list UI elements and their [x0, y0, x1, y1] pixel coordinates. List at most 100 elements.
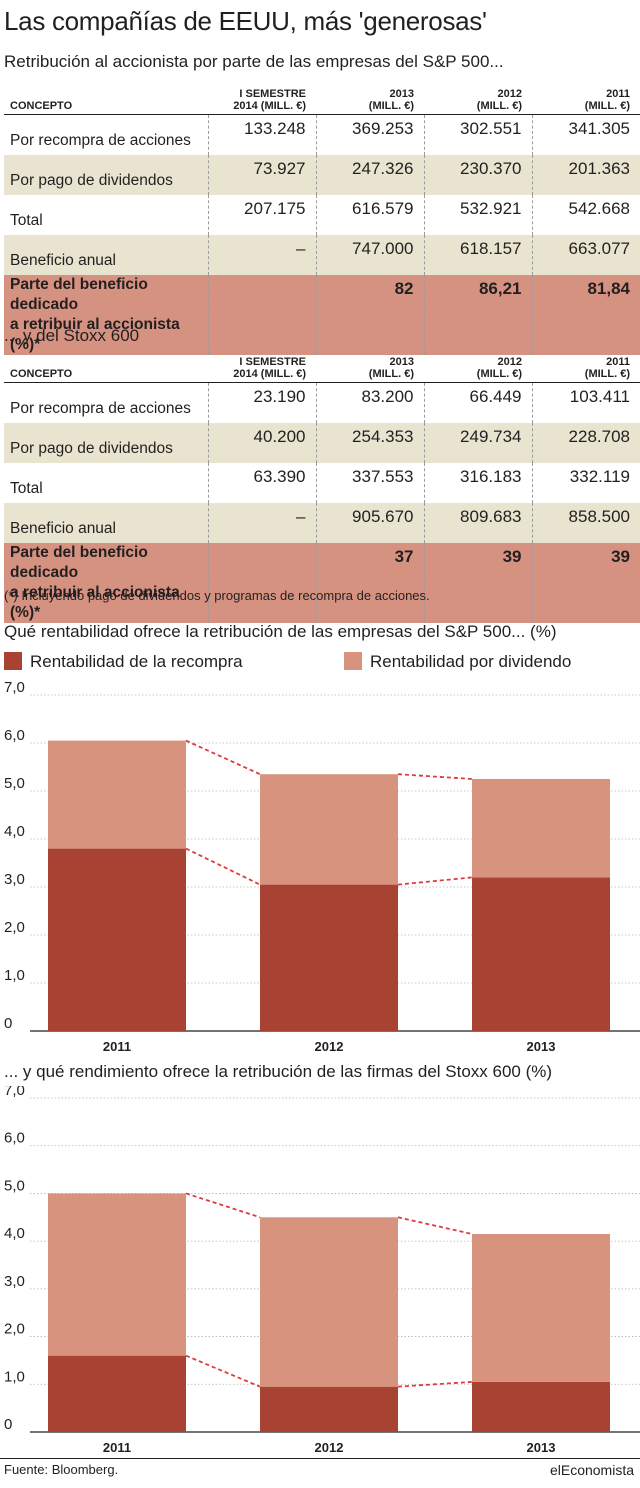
table-row: Beneficio anual – 905.670 809.683 858.50… — [4, 503, 640, 543]
table-cell: 369.253 — [315, 114, 424, 155]
column-header: CONCEPTO — [4, 352, 208, 383]
table-cell — [207, 543, 316, 623]
table-cell: 201.363 — [531, 155, 640, 195]
bar-buyback — [48, 848, 186, 1031]
chart-title: Qué rentabilidad ofrece la retribución d… — [4, 622, 557, 641]
table-cell: 858.500 — [531, 503, 640, 543]
y-tick-label: 3,0 — [4, 1273, 25, 1290]
x-tick-label: 2012 — [315, 1039, 344, 1054]
table-cell: 39 — [531, 543, 640, 623]
table-row-highlight: Parte del beneficio dedicado a retribuir … — [4, 275, 640, 355]
y-tick-label: 7,0 — [4, 680, 25, 696]
table-cell: 228.708 — [531, 423, 640, 463]
row-label: Por pago de dividendos — [4, 155, 208, 195]
table-cell: 542.668 — [531, 195, 640, 235]
table-row: Por pago de dividendos 73.927 247.326 23… — [4, 155, 640, 195]
table-cell: 316.183 — [423, 463, 532, 503]
table-cell: 103.411 — [531, 382, 640, 423]
table-row: Por recompra de acciones 23.190 83.200 6… — [4, 382, 640, 423]
row-label: Parte del beneficio dedicado a retribuir … — [4, 543, 208, 623]
y-tick-label: 7,0 — [4, 1086, 25, 1099]
table-row: Total 207.175 616.579 532.921 542.668 — [4, 195, 640, 235]
table-cell: 337.553 — [315, 463, 424, 503]
table-cell: 82 — [315, 275, 424, 355]
table-row: Total 63.390 337.553 316.183 332.119 — [4, 463, 640, 503]
footer-divider — [0, 1458, 640, 1459]
column-header: 2012 (MILL. €) — [424, 84, 532, 115]
connector-line — [185, 1192, 261, 1219]
bar-dividend — [48, 740, 186, 849]
column-header: 2011 (MILL. €) — [532, 84, 640, 115]
connector-line — [397, 773, 473, 780]
column-header: I SEMESTRE 2014 (MILL. €) — [208, 352, 316, 383]
table-cell: – — [207, 503, 316, 543]
table-cell: 616.579 — [315, 195, 424, 235]
connector-line — [397, 1216, 473, 1235]
table-row: Beneficio anual – 747.000 618.157 663.07… — [4, 235, 640, 275]
y-tick-label: 6,0 — [4, 1130, 25, 1147]
y-tick-label: 0 — [4, 1015, 12, 1032]
brand-logo: elEconomista — [549, 1462, 634, 1478]
column-header: I SEMESTRE 2014 (MILL. €) — [208, 84, 316, 115]
table-cell: 37 — [315, 543, 424, 623]
y-tick-label: 2,0 — [4, 919, 25, 936]
table-row: Por pago de dividendos 40.200 254.353 24… — [4, 423, 640, 463]
table-cell: 247.326 — [315, 155, 424, 195]
column-header: 2011 (MILL. €) — [532, 352, 640, 383]
row-label: Total — [10, 212, 43, 229]
row-label: Parte del beneficio dedicado a retribuir … — [4, 275, 208, 355]
bar-buyback — [472, 877, 610, 1031]
bar-buyback — [260, 884, 398, 1031]
column-header: 2013 (MILL. €) — [316, 84, 424, 115]
footnote: (*) Incluyendo pago de dividendos y prog… — [4, 588, 430, 603]
connector-line — [185, 1354, 261, 1388]
table-cell: 618.157 — [423, 235, 532, 275]
table-cell: 66.449 — [423, 382, 532, 423]
legend-item-dividend: Rentabilidad por dividendo — [344, 652, 571, 674]
table-cell: 747.000 — [315, 235, 424, 275]
bar-dividend — [260, 1217, 398, 1387]
bar-dividend — [472, 779, 610, 878]
table-cell: 39 — [423, 543, 532, 623]
table-cell: 83.200 — [315, 382, 424, 423]
row-label: Por recompra de acciones — [10, 132, 191, 149]
connector-line — [185, 739, 261, 776]
column-header: CONCEPTO — [4, 84, 208, 115]
stoxx600-stacked-bar-chart: 0 1,0 2,0 3,0 4,0 5,0 6,0 7,0 2011 2012 2013 — [4, 1086, 640, 1455]
x-tick-label: 2011 — [103, 1440, 131, 1455]
table-cell: 809.683 — [423, 503, 532, 543]
y-tick-label: 4,0 — [4, 1225, 25, 1242]
sp500-table: CONCEPTO I SEMESTRE 2014 (MILL. €) 2013 (M… — [4, 84, 640, 355]
x-tick-label: 2012 — [315, 1440, 344, 1455]
y-tick-label: 2,0 — [4, 1321, 25, 1338]
bar-dividend — [48, 1193, 186, 1356]
y-tick-label: 6,0 — [4, 727, 25, 744]
connector-line — [185, 847, 261, 886]
x-tick-label: 2013 — [527, 1039, 556, 1054]
column-header: 2012 (MILL. €) — [424, 352, 532, 383]
column-header: 2013 (MILL. €) — [316, 352, 424, 383]
y-tick-label: 4,0 — [4, 823, 25, 840]
connector-line — [397, 876, 473, 886]
y-tick-label: 3,0 — [4, 871, 25, 888]
row-label: Por pago de dividendos — [4, 423, 208, 463]
table-subtitle: Retribución al accionista por parte de l… — [4, 52, 504, 71]
y-tick-label: 1,0 — [4, 1368, 25, 1385]
x-tick-label: 2011 — [103, 1039, 131, 1054]
legend-swatch-buyback — [4, 652, 22, 670]
row-label: Total — [10, 480, 43, 497]
table-cell — [207, 275, 316, 355]
y-tick-label: 5,0 — [4, 775, 25, 792]
table-cell: – — [207, 235, 316, 275]
table-cell: 73.927 — [207, 155, 316, 195]
bar-buyback — [48, 1355, 186, 1432]
bar-buyback — [472, 1381, 610, 1432]
table-cell: 905.670 — [315, 503, 424, 543]
y-tick-label: 0 — [4, 1416, 12, 1433]
table-row-highlight: Parte del beneficio dedicado a retribuir … — [4, 543, 640, 623]
y-tick-label: 1,0 — [4, 967, 25, 984]
table-cell: 63.390 — [207, 463, 316, 503]
chart-title: ... y qué rendimiento ofrece la retribuc… — [4, 1062, 553, 1081]
row-label: Beneficio anual — [4, 503, 208, 543]
stoxx600-table: CONCEPTO I SEMESTRE 2014 (MILL. €) 2013 (M… — [4, 352, 640, 623]
